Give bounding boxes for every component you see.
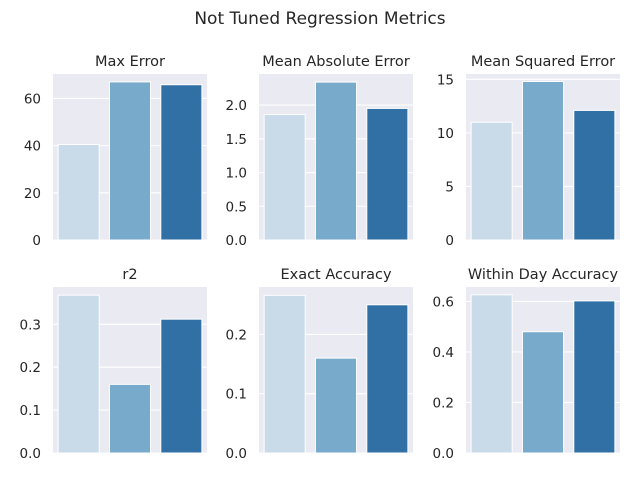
bar-1: [57, 294, 100, 454]
y-tick-label: 0.1: [20, 403, 41, 419]
y-tick-label: 0.0: [433, 446, 454, 462]
bar-3: [160, 84, 203, 241]
y-tick-label: 0.5: [226, 199, 247, 215]
bar-2: [108, 383, 152, 454]
bar-3: [366, 107, 409, 241]
bar-2: [521, 331, 565, 454]
subplot-title: r2: [122, 267, 137, 283]
y-tick-label: 0.0: [226, 233, 247, 249]
bar-1: [470, 294, 513, 454]
bar-3: [573, 109, 616, 241]
y-tick-label: 0.2: [433, 395, 454, 411]
y-tick-label: 1.5: [226, 132, 247, 148]
y-tick-label: 1.0: [226, 166, 247, 182]
bar-3: [366, 304, 409, 454]
subplot-2: 0.0 0.5 1.0 1.5 2.0 Mean Absolute Error: [226, 54, 413, 249]
bar-1: [263, 294, 306, 454]
y-tick-label: 0.2: [226, 327, 247, 343]
y-tick-label: 0: [445, 233, 454, 249]
subplot-title: Max Error: [95, 54, 165, 70]
y-tick-label: 20: [24, 186, 41, 202]
y-tick-label: 0.3: [20, 317, 41, 333]
subplot-title: Exact Accuracy: [280, 267, 392, 283]
y-tick-label: 60: [24, 91, 41, 107]
y-tick-label: 0.2: [20, 360, 41, 376]
y-tick-label: 2.0: [226, 98, 247, 114]
figure-title: Not Tuned Regression Metrics: [194, 9, 445, 29]
bar-2: [521, 80, 565, 241]
subplot-title: Mean Absolute Error: [262, 54, 409, 70]
y-tick-label: 15: [437, 72, 454, 88]
subplot-3: 0 5 10 15 Mean Squared Error: [437, 54, 620, 249]
bar-2: [314, 81, 358, 241]
bar-1: [470, 121, 513, 241]
subplot-1: 0 20 40 60 Max Error: [24, 54, 207, 249]
subplot-title: Mean Squared Error: [471, 54, 615, 70]
y-tick-label: 0.0: [20, 446, 41, 462]
bar-3: [160, 318, 203, 454]
y-tick-label: 0: [32, 233, 41, 249]
y-tick-label: 0.6: [433, 294, 454, 310]
subplot-title: Within Day Accuracy: [468, 267, 619, 283]
bar-1: [263, 113, 306, 241]
bar-3: [573, 300, 616, 454]
y-tick-label: 5: [445, 179, 454, 195]
subplot-grid: 0 20 40 60 Max Error 0.0 0.5 1.0 1.5 2.0 Mean Abso…: [20, 54, 620, 462]
subplot-6: 0.0 0.2 0.4 0.6 Within Day Accuracy: [433, 267, 620, 462]
bar-2: [108, 81, 152, 241]
bar-1: [57, 143, 100, 241]
bar-2: [314, 357, 358, 454]
y-tick-label: 40: [24, 139, 41, 155]
y-tick-label: 10: [437, 126, 454, 142]
y-tick-label: 0.0: [226, 446, 247, 462]
subplot-4: 0.0 0.1 0.2 0.3 r2: [20, 267, 207, 462]
y-tick-label: 0.4: [433, 345, 454, 361]
y-tick-label: 0.1: [226, 387, 247, 403]
subplot-5: 0.0 0.1 0.2 Exact Accuracy: [226, 267, 413, 462]
